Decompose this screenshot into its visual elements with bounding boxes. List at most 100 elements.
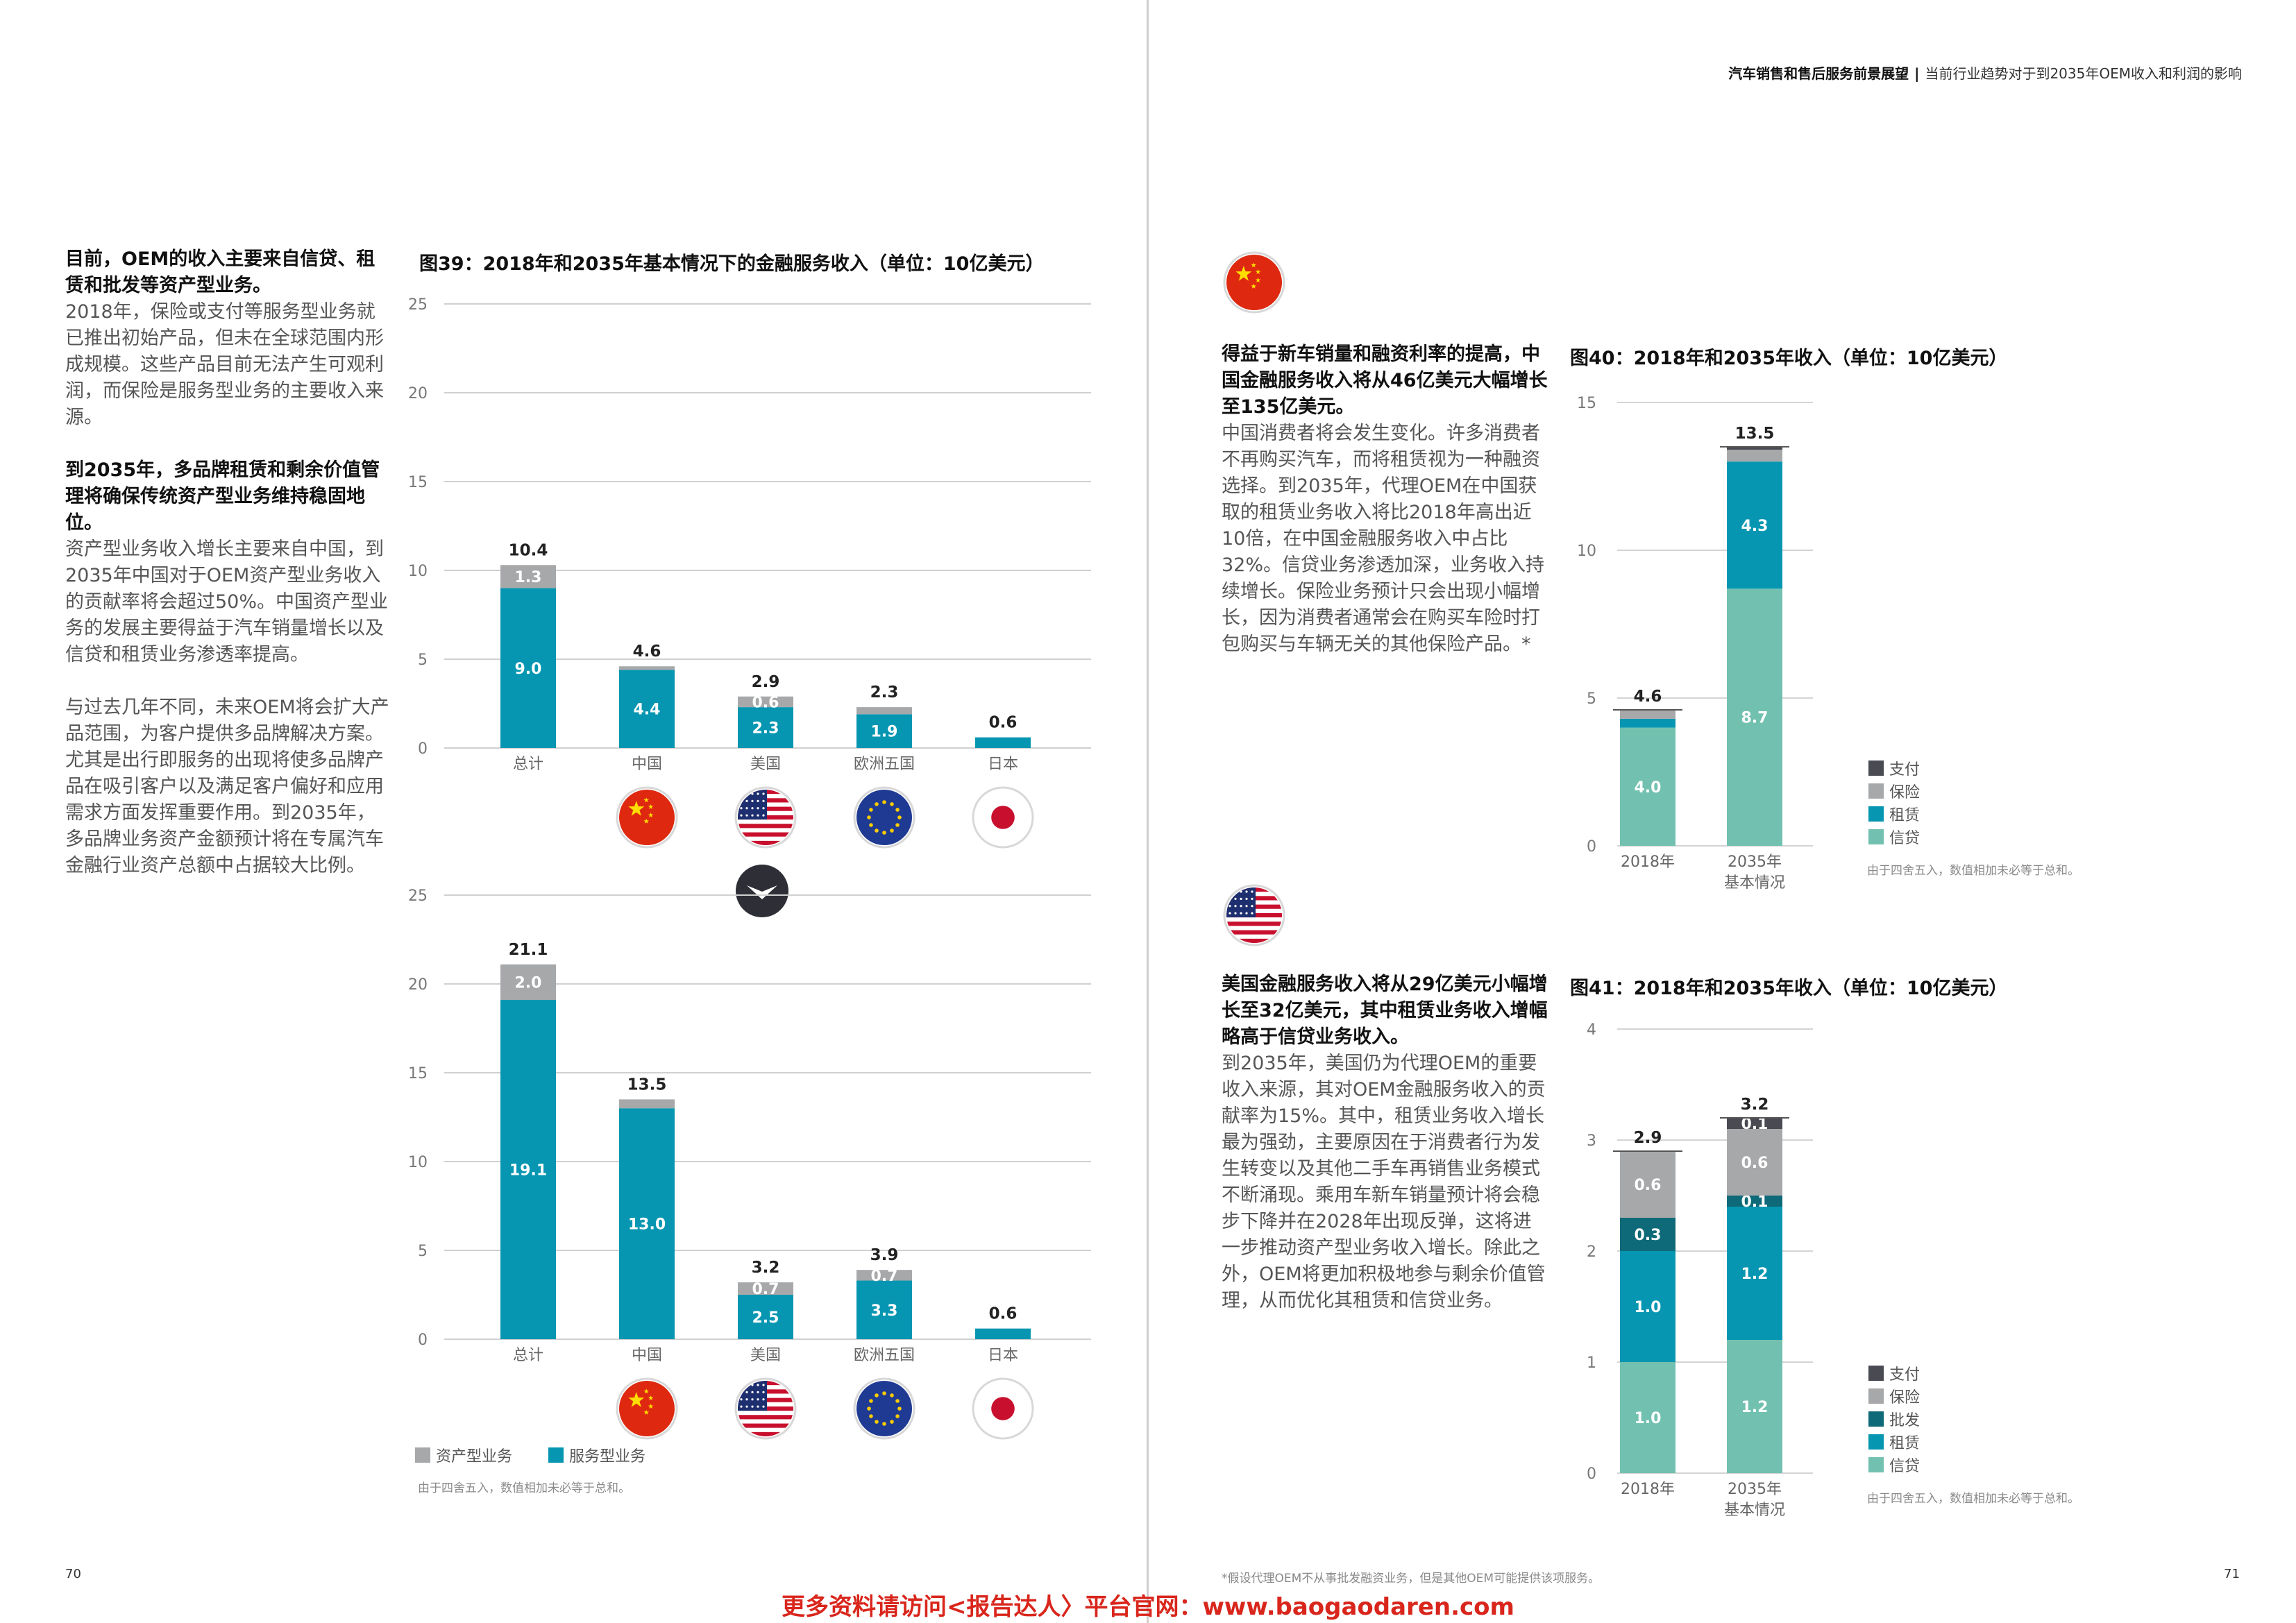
total-label: 3.2 [1741,1096,1769,1114]
y-tick-label: 15 [408,1065,428,1082]
footer-promo: 更多资料请访问<报告达人〉平台官网：www.baogaodaren.com [782,1593,1514,1621]
x-tick-label: 美国 [750,756,781,773]
data-label: 0.1 [1741,1193,1769,1211]
y-tick-label: 0 [418,740,428,758]
bar-service [975,737,1031,748]
bar-segment-租赁 [1620,1251,1675,1362]
legend-label: 信贷 [1889,830,1920,847]
y-tick-label: 4 [1587,1021,1596,1039]
x-tick-label: 总计 [513,756,543,773]
bar-segment-保险 [1620,1151,1675,1218]
fig41-title: 图41：2018年和2035年收入（单位：10亿美元） [1570,978,2008,999]
bar-service [619,670,675,748]
total-label: 2.9 [1634,1129,1662,1147]
legend-label: 批发 [1889,1412,1920,1429]
x-tick-label: 美国 [750,1347,781,1364]
legend-swatch [1868,806,1884,822]
y-tick-label: 3 [1587,1132,1596,1150]
total-label: 4.6 [1634,688,1662,706]
data-label: 0.6 [752,694,779,711]
y-tick-label: 10 [408,563,428,580]
fig40-chart: 0 5 10 15 4.0 4.6 2018年 8.7 4.3 13.5 2035年基本情况 支付保险… [1577,395,1920,892]
y-tick-label: 2 [1587,1243,1596,1261]
data-label: 8.7 [1741,710,1769,727]
y-tick-label: 10 [1577,543,1596,560]
total-label: 10.4 [509,541,548,559]
data-label: 1.2 [1741,1399,1769,1416]
usa-body: 到2035年，美国仍为代理OEM的重要收入来源，其对OEM金融服务收入的贡献率为… [1222,1053,1546,1311]
data-label: 0.7 [871,1268,898,1285]
legend-swatch [1868,1366,1884,1381]
left-text-column: 目前，OEM的收入主要来自信贷、租赁和批发等资产型业务。 2018年，保险或支付等… [65,246,391,879]
fig39-title: 图39：2018年和2035年基本情况下的金融服务收入（单位：10亿美元） [419,253,1045,275]
fig40-note: 由于四舍五入，数值相加未必等于总和。 [1867,864,2079,878]
bar-asset [738,696,793,708]
bar-service [500,1000,556,1339]
p2-body: 资产型业务收入增长主要来自中国，到2035年中国对于OEM资产型业务收入的贡献率… [65,538,389,665]
data-label: 0.6 [1635,1177,1662,1194]
total-label: 0.6 [989,1305,1018,1323]
header-rest: 当前行业趋势对于到2035年OEM收入和利润的影响 [1925,65,2242,82]
fig41-chart: 0 1 2 3 4 1.0 1.0 0.3 0.6 2.9 2018年 1.2 1.2 0.1 0.6 0.1… [1587,1021,1920,1519]
usa-flag-icon [734,786,797,849]
china-heading: 得益于新车销量和融资利率的提高，中国金融服务收入将从46亿美元大幅增长至135亿… [1222,343,1548,418]
x-tick-label: 中国 [632,756,662,773]
y-tick-label: 15 [1577,395,1596,412]
legend-label: 保险 [1889,1389,1920,1407]
data-label: 1.0 [1635,1299,1662,1316]
y-tick-label: 15 [408,474,428,491]
bar-asset [500,964,556,1001]
bar-segment-保险 [1620,710,1675,719]
bar-segment-租赁 [1727,461,1782,589]
fig39-2018-bars: 9.0 1.3 10.4 总计 4.4 4.6 中国 2.3 0.6 2.9 美国 1.9 2.3 欧洲五… [500,541,1031,773]
y-tick-label: 20 [408,385,428,402]
japan-flag-icon [972,1377,1034,1440]
data-label: 4.3 [1741,518,1769,535]
bar-segment-支付 [1727,446,1782,450]
p1-body: 2018年，保险或支付等服务型业务就已推出初始产品，但未在全球范围内形成规模。这… [65,301,384,428]
bar-segment-保险 [1727,1129,1782,1196]
bar-service [738,707,793,748]
legend-swatch-service [548,1447,564,1463]
bar-segment-信贷 [1727,1340,1782,1473]
header-separator: | [1914,65,1920,82]
x-tick-label: 日本 [988,1347,1018,1364]
y-tick-label: 20 [408,976,428,994]
data-label: 1.2 [1741,1266,1769,1283]
bar-segment-信贷 [1620,1362,1675,1473]
bar-service [856,714,912,748]
data-label: 13.0 [628,1216,666,1234]
p3-body: 与过去几年不同，未来OEM将会扩大产品范围，为客户提供多品牌解决方案。尤其是出行… [65,697,389,876]
data-label: 0.7 [752,1281,779,1298]
y-tick-label: 25 [408,296,428,314]
total-label: 3.9 [870,1246,899,1264]
data-label: 0.1 [1741,1116,1769,1133]
x-tick-label: 基本情况 [1724,874,1785,892]
legend-swatch [1868,783,1884,799]
bar-asset [856,707,912,715]
data-label: 2.5 [752,1309,779,1327]
bar-segment-信贷 [1727,588,1782,846]
data-label: 1.3 [515,569,542,586]
china-flag-icon [616,1377,678,1440]
x-tick-label: 2018年 [1621,853,1675,871]
total-label: 0.6 [989,714,1018,732]
total-label: 2.3 [870,683,899,702]
bar-segment-批发 [1620,1218,1675,1251]
legend-swatch [1868,1457,1884,1472]
china-body: 中国消费者将会发生变化。许多消费者不再购买汽车，而将租赁视为一种融资选择。到20… [1222,423,1545,655]
eu-flag-icon [853,786,915,849]
page-number-right: 71 [2224,1567,2240,1581]
y-tick-label: 5 [418,1243,428,1260]
data-label: 4.4 [634,702,661,719]
page-divider [1147,0,1149,1623]
page-number-left: 70 [65,1567,81,1581]
data-label: 2.3 [752,720,779,738]
total-label: 13.5 [1735,425,1775,443]
fig39-2035-flags [616,1377,1034,1440]
running-header: 汽车销售和售后服务前景展望 | 当前行业趋势对于到2035年OEM收入和利润的影响 [1728,62,2242,83]
usa-heading: 美国金融服务收入将从29亿美元小幅增长至32亿美元，其中租赁业务收入增幅略高于信… [1222,974,1548,1048]
china-flag-icon [1223,251,1285,314]
data-label: 1.0 [1635,1410,1662,1427]
bar-asset [619,1099,675,1109]
